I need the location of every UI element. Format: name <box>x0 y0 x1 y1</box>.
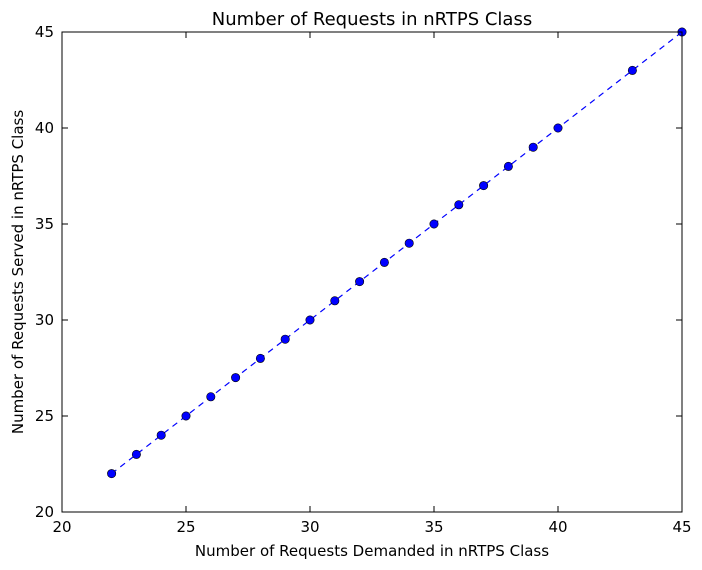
y-tick-label: 45 <box>35 23 54 41</box>
y-tick-label: 20 <box>35 503 54 521</box>
data-point <box>156 430 166 440</box>
data-point <box>503 161 513 171</box>
plot-area <box>107 27 687 479</box>
y-tick-label: 40 <box>35 119 54 137</box>
data-point <box>479 181 489 191</box>
data-point <box>379 257 389 267</box>
x-tick-label: 40 <box>548 518 567 536</box>
x-tick-label: 35 <box>424 518 443 536</box>
x-axis-label: Number of Requests Demanded in nRTPS Cla… <box>195 542 549 560</box>
series-line <box>111 31 683 475</box>
data-point <box>627 65 637 75</box>
data-point <box>107 469 117 479</box>
data-point <box>454 200 464 210</box>
x-tick-label: 45 <box>672 518 691 536</box>
data-point <box>528 142 538 152</box>
plot-frame <box>61 31 683 513</box>
x-axis: 20 25 30 35 40 45 <box>52 32 692 536</box>
data-point <box>181 411 191 421</box>
data-point <box>280 334 290 344</box>
y-axis-label: Number of Requests Served in nRTPS Class <box>9 110 27 435</box>
x-tick-label: 30 <box>300 518 319 536</box>
data-point <box>330 296 340 306</box>
data-point <box>404 238 414 248</box>
x-tick-label: 20 <box>52 518 71 536</box>
data-point <box>429 219 439 229</box>
y-axis: 20 25 30 35 40 45 <box>35 23 682 521</box>
data-point <box>131 449 141 459</box>
data-point <box>305 315 315 325</box>
data-point <box>206 392 216 402</box>
data-point <box>553 123 563 133</box>
x-tick-label: 25 <box>176 518 195 536</box>
data-point <box>355 277 365 287</box>
y-tick-label: 25 <box>35 407 54 425</box>
data-point <box>255 353 265 363</box>
data-point <box>231 373 241 383</box>
y-tick-label: 35 <box>35 215 54 233</box>
chart-title: Number of Requests in nRTPS Class <box>212 9 532 30</box>
y-tick-label: 30 <box>35 311 54 329</box>
